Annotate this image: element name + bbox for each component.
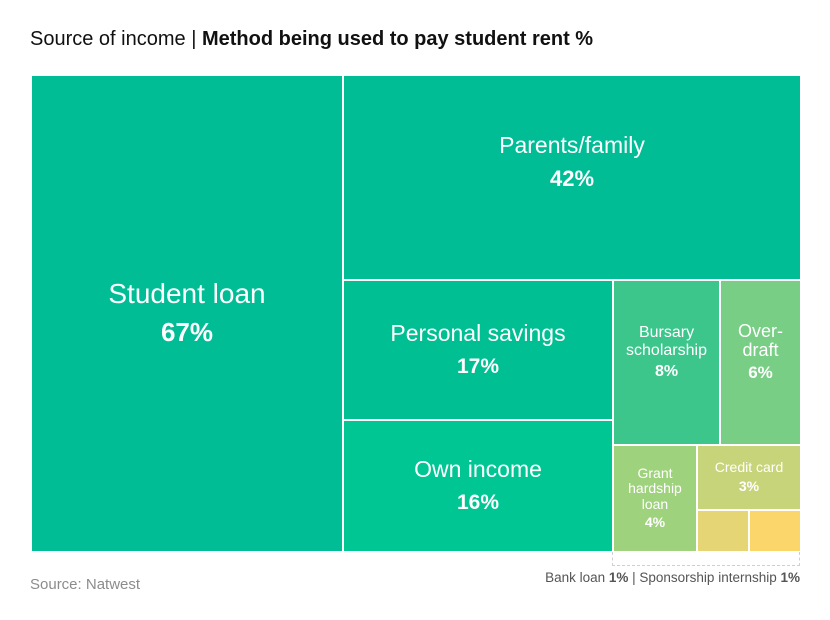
tile-label: Personal savings — [390, 319, 566, 346]
chart-title: Source of income | Method being used to … — [30, 28, 593, 51]
tile-value: 4% — [644, 514, 666, 531]
treemap-tile-over-draft: Over-draft 6% — [720, 280, 801, 445]
tile-label: Over-draft — [738, 320, 783, 361]
treemap-tile-credit-card: Credit card 3% — [697, 445, 801, 510]
title-prefix: Source of income | — [30, 28, 202, 50]
tile-label: Bursary scholarship — [626, 324, 707, 359]
tile-value: 17% — [456, 355, 500, 379]
footnote-separator: | — [628, 570, 640, 585]
tile-value: 16% — [456, 491, 500, 515]
tile-label: Own income — [414, 455, 542, 482]
tile-value: 6% — [748, 363, 773, 383]
tile-label: Credit card — [714, 459, 784, 476]
bank-loan-label: Bank loan — [545, 570, 609, 585]
title-main: Method being used to pay student rent % — [201, 28, 594, 50]
treemap-tile-student-loan: Student loan 67% — [31, 75, 343, 552]
treemap-tile-parents-family: Parents/family 42% — [343, 75, 801, 280]
tile-label: Parents/family — [499, 131, 645, 158]
small-items-footnote: Bank loan 1% | Sponsorship internship 1% — [545, 570, 800, 585]
tile-value: 8% — [654, 362, 679, 380]
footnote-leader — [612, 552, 800, 566]
source-note: Source: Natwest — [30, 576, 141, 593]
tile-value: 67% — [160, 317, 214, 348]
tile-label: Student loan — [108, 277, 266, 309]
treemap-tile-bank-loan — [697, 510, 749, 552]
treemap-tile-personal-savings: Personal savings 17% — [343, 280, 613, 420]
treemap-tile-bursary-scholarship: Bursary scholarship 8% — [613, 280, 720, 445]
tile-label: Grant hardship loan — [628, 465, 682, 512]
sponsorship-value: 1% — [780, 570, 800, 585]
treemap-tile-own-income: Own income 16% — [343, 420, 613, 552]
tile-value: 3% — [738, 477, 760, 494]
bank-loan-value: 1% — [608, 570, 629, 585]
tile-value: 42% — [549, 165, 595, 191]
treemap-tile-sponsorship-internship — [749, 510, 801, 552]
sponsorship-label: Sponsorship internship — [639, 570, 781, 585]
treemap-tile-grant-hardship-loan: Grant hardship loan 4% — [613, 445, 697, 552]
